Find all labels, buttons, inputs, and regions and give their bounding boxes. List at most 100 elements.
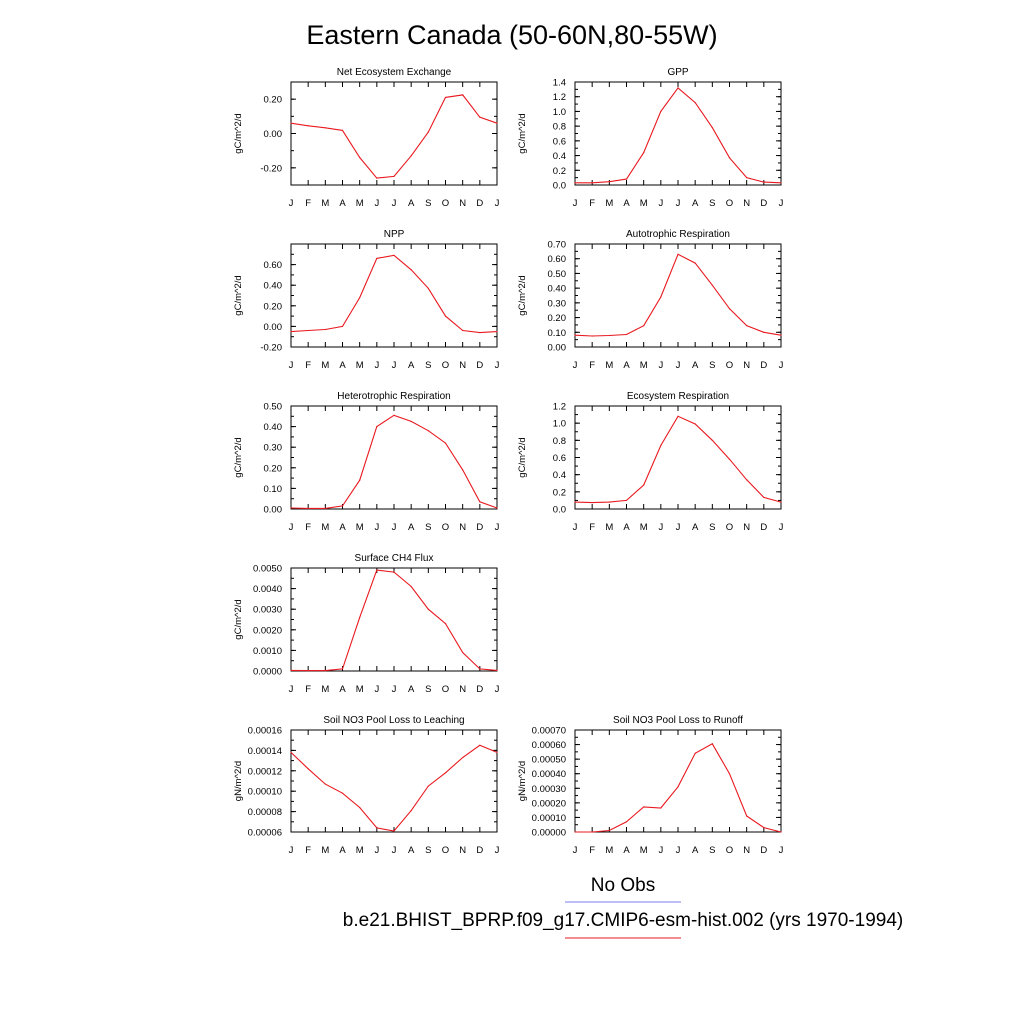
data-point xyxy=(728,773,731,775)
x-tick-label: J xyxy=(573,360,578,371)
y-tick-label: 0.2 xyxy=(553,166,566,177)
x-tick-label: A xyxy=(408,684,415,695)
x-tick-label: M xyxy=(356,684,364,695)
data-point xyxy=(359,296,361,299)
series-line xyxy=(574,415,782,504)
data-point xyxy=(496,122,498,124)
x-tick-label: J xyxy=(392,198,397,209)
y-tick-label: 0.00070 xyxy=(532,726,566,737)
chart-title: Soil NO3 Pool Loss to Leaching xyxy=(323,715,464,726)
data-point xyxy=(591,831,593,833)
y-tick-label: -0.20 xyxy=(260,163,282,174)
data-point xyxy=(728,157,731,159)
y-tick-label: 0.0020 xyxy=(253,625,282,636)
legend: No Obs b.e21.BHIST_BPRP.f09_g17.CMIP6-es… xyxy=(343,875,903,939)
data-point xyxy=(746,177,748,179)
data-point xyxy=(625,821,628,823)
x-tick-label: O xyxy=(442,522,449,533)
data-point xyxy=(324,328,326,331)
data-point xyxy=(307,669,309,672)
x-tick-label: A xyxy=(623,522,630,533)
data-point xyxy=(677,786,679,788)
chart-title: Ecosystem Respiration xyxy=(627,391,729,402)
data-point xyxy=(591,501,593,504)
chart-title: Heterotrophic Respiration xyxy=(337,391,450,402)
x-tick-label: J xyxy=(289,198,294,209)
data-point xyxy=(341,325,344,327)
x-tick-label: A xyxy=(692,198,699,209)
x-tick-label: A xyxy=(692,522,699,533)
data-point xyxy=(376,426,378,428)
data-point xyxy=(444,96,447,99)
data-point xyxy=(591,335,593,337)
y-tick-label: 0.00020 xyxy=(532,798,566,809)
x-tick-label: J xyxy=(289,522,294,533)
x-tick-label: N xyxy=(459,360,466,371)
data-point xyxy=(410,809,412,812)
y-tick-label: 1.0 xyxy=(553,107,566,118)
series-line xyxy=(290,744,498,832)
data-point xyxy=(479,744,481,746)
y-axis-label: gC/m^2/d xyxy=(233,599,244,639)
plot-frame xyxy=(290,243,498,348)
x-tick-label: J xyxy=(573,845,578,856)
y-tick-label: 0.30 xyxy=(264,443,283,454)
y-tick-label: 0.10 xyxy=(548,328,567,339)
x-tick-label: A xyxy=(692,360,699,371)
legend-obs-label: No Obs xyxy=(591,875,655,896)
x-tick-label: A xyxy=(623,198,630,209)
y-tick-label: 0.20 xyxy=(264,301,283,312)
x-tick-label: D xyxy=(476,360,483,371)
x-tick-label: D xyxy=(760,845,767,856)
x-tick-label: J xyxy=(289,845,294,856)
x-tick-label: A xyxy=(339,684,346,695)
x-tick-label: O xyxy=(442,198,449,209)
y-tick-label: 0.40 xyxy=(264,422,283,433)
plot-frame xyxy=(290,81,498,186)
x-tick-label: J xyxy=(573,198,578,209)
x-tick-label: D xyxy=(476,198,483,209)
x-tick-label: A xyxy=(408,360,415,371)
x-tick-label: A xyxy=(339,845,346,856)
y-tick-label: 0.0010 xyxy=(253,646,282,657)
series-line xyxy=(574,253,782,337)
x-tick-label: D xyxy=(760,198,767,209)
y-tick-label: 0.0000 xyxy=(253,667,282,678)
x-tick-label: D xyxy=(760,360,767,371)
series-line xyxy=(290,414,498,509)
x-tick-label: F xyxy=(589,845,595,856)
y-tick-label: 0.4 xyxy=(553,151,566,162)
data-point xyxy=(660,296,662,298)
data-point xyxy=(410,585,412,588)
data-point xyxy=(694,752,696,754)
data-point xyxy=(479,116,481,118)
data-point xyxy=(307,507,309,509)
x-tick-label: M xyxy=(640,360,648,371)
x-tick-label: A xyxy=(408,198,415,209)
x-tick-label: M xyxy=(356,198,364,209)
y-tick-label: 0.40 xyxy=(548,284,567,295)
x-tick-label: J xyxy=(676,845,681,856)
data-point xyxy=(625,178,628,180)
y-tick-label: 0.00006 xyxy=(248,828,282,839)
data-point xyxy=(376,177,378,179)
y-tick-label: 0.00010 xyxy=(248,787,282,798)
chart-title: Net Ecosystem Exchange xyxy=(337,67,452,78)
x-tick-label: M xyxy=(321,360,329,371)
x-tick-label: F xyxy=(589,360,595,371)
data-point xyxy=(780,334,782,336)
data-point xyxy=(410,420,412,423)
y-tick-label: 0.0 xyxy=(553,181,566,192)
x-tick-label: S xyxy=(709,360,715,371)
x-tick-label: M xyxy=(605,198,613,209)
x-tick-label: A xyxy=(623,360,630,371)
data-point xyxy=(307,329,309,332)
y-tick-label: 0.0050 xyxy=(253,564,282,575)
x-tick-label: J xyxy=(392,684,397,695)
data-point xyxy=(496,751,498,754)
y-tick-label: 0.4 xyxy=(553,470,566,481)
x-tick-label: J xyxy=(676,522,681,533)
x-tick-label: J xyxy=(779,360,784,371)
